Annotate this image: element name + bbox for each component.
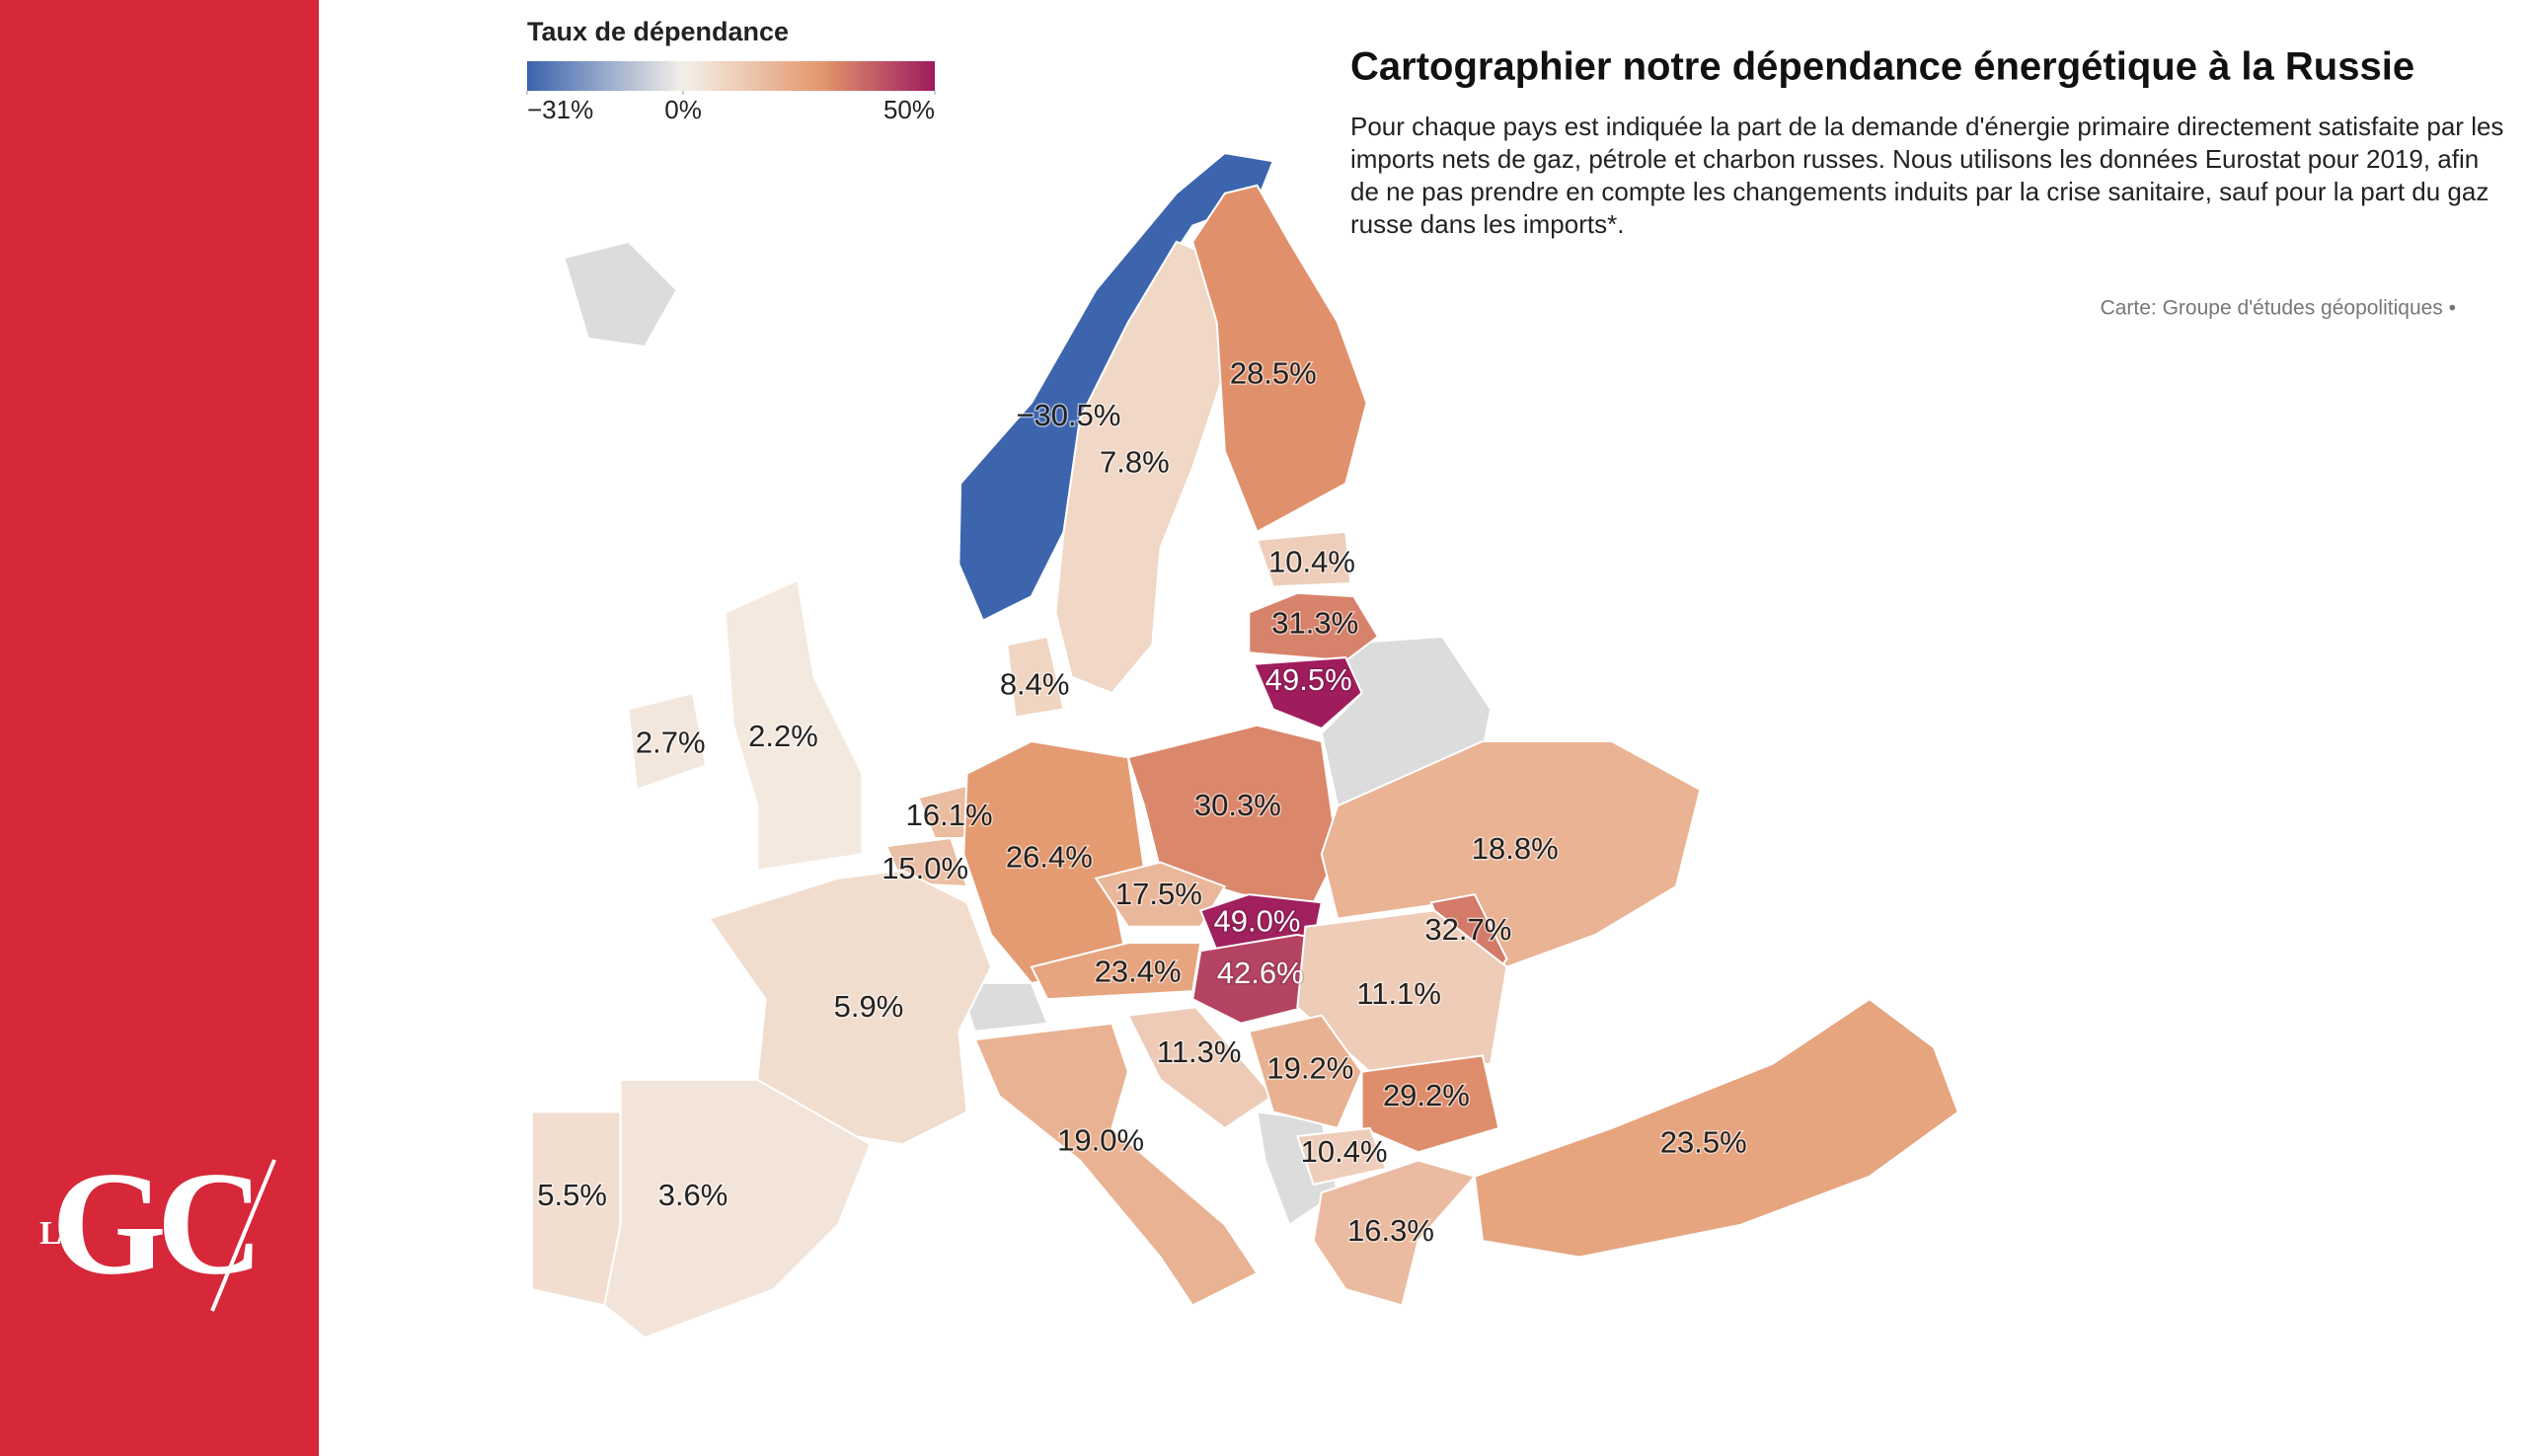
country <box>1054 240 1226 695</box>
value-label: 11.3% <box>1157 1035 1242 1069</box>
country <box>707 869 993 1146</box>
logo-slash <box>210 1159 276 1312</box>
country <box>1191 184 1368 534</box>
country <box>973 1022 1259 1307</box>
value-label: −30.5% <box>1016 398 1120 432</box>
country <box>1312 1159 1477 1307</box>
country <box>724 578 864 872</box>
value-label: 31.3% <box>1271 606 1358 641</box>
country <box>957 152 1275 622</box>
country <box>1296 909 1508 1073</box>
value-label: 16.3% <box>1347 1213 1434 1248</box>
value-label: 29.2% <box>1383 1078 1470 1112</box>
value-label: 19.2% <box>1266 1050 1353 1085</box>
country <box>1248 1014 1363 1130</box>
value-label: 42.6% <box>1217 956 1304 990</box>
legend-tick-label: 50% <box>883 95 935 124</box>
value-label: 16.1% <box>906 798 993 832</box>
legend-bar <box>527 61 935 91</box>
value-label: 15.0% <box>881 851 968 885</box>
value-label: 7.8% <box>1100 444 1170 479</box>
country <box>1248 591 1380 662</box>
value-label: 10.4% <box>1268 545 1355 579</box>
country <box>627 691 708 792</box>
country <box>1256 530 1352 588</box>
value-label: 28.5% <box>1230 356 1317 391</box>
value-label: 19.0% <box>1057 1123 1144 1158</box>
country <box>1320 740 1702 968</box>
country <box>603 1078 872 1340</box>
value-label: 23.5% <box>1660 1124 1747 1159</box>
value-label: 23.4% <box>1095 954 1182 988</box>
subtitle: Pour chaque pays est indiquée la part de… <box>1350 112 2504 239</box>
value-label: 3.6% <box>658 1178 728 1212</box>
value-label: 5.5% <box>537 1178 607 1212</box>
country <box>962 739 1146 984</box>
country-no-data <box>957 981 1049 1033</box>
logo-small: LE <box>39 1215 84 1252</box>
value-label: 8.4% <box>1000 667 1070 702</box>
value-label: 10.4% <box>1301 1134 1388 1169</box>
value-label: 49.0% <box>1214 904 1301 939</box>
country <box>1006 635 1065 719</box>
value-label: 17.5% <box>1115 877 1202 911</box>
value-label: 49.5% <box>1265 662 1352 697</box>
side-panel <box>0 0 319 1456</box>
value-label: 26.4% <box>1006 839 1093 874</box>
value-label: 5.9% <box>834 989 904 1024</box>
country-no-data <box>563 240 678 348</box>
value-label: 18.8% <box>1472 831 1559 866</box>
legend-tick-label: −31% <box>527 95 593 124</box>
value-label: 11.1% <box>1356 976 1441 1011</box>
country <box>1126 1006 1275 1130</box>
value-label: 30.3% <box>1194 788 1281 822</box>
country-labels: −30.5% 7.8% 28.5% 10.4% 31.3% 49.5% 8.4% 2.7% 2.… <box>536 354 1748 1250</box>
legend-tick-label: 0% <box>664 95 702 124</box>
country <box>1360 1054 1500 1154</box>
source: Carte: Groupe d'études géopolitiques • <box>2101 297 2456 320</box>
value-label: 32.7% <box>1424 912 1511 947</box>
country <box>1473 997 1959 1259</box>
legend-title: Taux de dépendance <box>527 17 789 46</box>
country <box>1252 656 1363 730</box>
value-label: 2.2% <box>748 719 818 753</box>
countries <box>530 152 1959 1340</box>
logo-main: GC <box>51 1141 254 1305</box>
country <box>1030 942 1202 1001</box>
country <box>1295 1126 1388 1187</box>
value-label: 2.7% <box>636 725 706 759</box>
chart-title: Cartographier notre dépendance énergétiq… <box>1350 45 2414 89</box>
